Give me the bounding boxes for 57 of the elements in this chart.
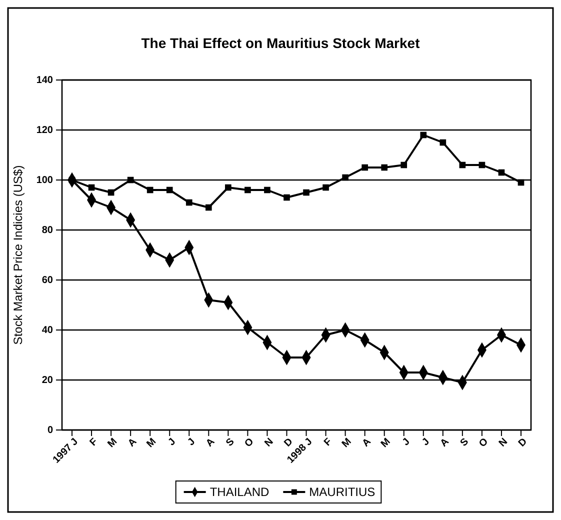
- y-tick-label: 40: [42, 325, 54, 336]
- legend-label: THAILAND: [210, 485, 270, 499]
- x-tick-label: J: [166, 436, 178, 448]
- y-tick-label: 80: [42, 225, 54, 236]
- point: [478, 162, 486, 168]
- x-tick-label: D: [516, 436, 530, 450]
- x-tick-label: J: [400, 436, 412, 448]
- point: [362, 164, 368, 171]
- point: [381, 164, 388, 171]
- x-tick-label: F: [88, 436, 100, 448]
- legend-label: MAURITIUS: [309, 485, 376, 499]
- point: [440, 139, 446, 146]
- x-tick-label: A: [438, 436, 452, 450]
- x-tick-label: J: [186, 436, 198, 448]
- x-tick-label: N: [497, 436, 510, 450]
- point: [166, 186, 173, 194]
- x-tick-label: O: [242, 436, 256, 450]
- point: [498, 169, 505, 176]
- point: [420, 132, 427, 138]
- point: [518, 179, 524, 186]
- x-tick-label: M: [144, 436, 159, 450]
- y-axis-title: Stock Market Price Indicies (US$): [11, 165, 25, 345]
- x-tick-label: F: [322, 436, 334, 448]
- x-tick-label: D: [282, 436, 296, 450]
- point: [244, 186, 251, 194]
- x-tick-label: N: [262, 436, 276, 450]
- point: [186, 199, 192, 206]
- x-tick-label: A: [126, 436, 140, 450]
- point: [342, 174, 348, 181]
- y-tick-label: 0: [47, 425, 54, 436]
- point: [108, 189, 114, 196]
- point: [205, 204, 212, 211]
- x-tick-label: A: [360, 436, 374, 450]
- point: [225, 184, 232, 191]
- point: [88, 184, 95, 191]
- x-tick-label: M: [340, 436, 354, 450]
- y-tick-label: 20: [42, 375, 54, 386]
- point: [264, 186, 270, 194]
- point: [459, 162, 466, 168]
- x-tick-label: O: [477, 436, 491, 450]
- x-tick-label: S: [458, 436, 472, 449]
- x-tick-label: J: [420, 436, 432, 448]
- x-tick-label: S: [224, 436, 237, 449]
- chart-title: The Thai Effect on Mauritius Stock Market: [141, 35, 420, 51]
- point: [127, 176, 134, 184]
- x-tick-label: M: [379, 436, 393, 450]
- point: [303, 189, 310, 196]
- y-tick-label: 120: [36, 125, 54, 136]
- point: [284, 194, 290, 201]
- point: [400, 162, 408, 168]
- y-tick-label: 140: [36, 75, 54, 86]
- point: [146, 186, 154, 194]
- y-tick-label: 60: [42, 275, 54, 286]
- x-tick-label: M: [106, 436, 120, 450]
- x-tick-label: A: [204, 436, 218, 450]
- y-tick-label: 100: [36, 175, 54, 186]
- point: [322, 184, 329, 191]
